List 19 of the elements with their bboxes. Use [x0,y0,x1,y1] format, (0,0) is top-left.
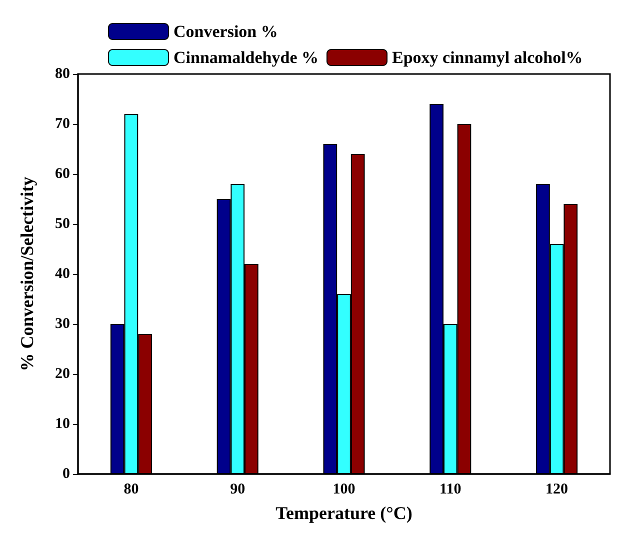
legend-label: Epoxy cinnamyl alcohol% [392,48,583,67]
x-tick-label: 110 [440,482,462,498]
y-tick-label: 40 [55,266,70,282]
y-axis-title: % Conversion/Selectivity [17,176,37,372]
legend-label: Conversion % [174,22,278,41]
x-axis-title: Temperature (°C) [276,503,412,523]
legend-label: Cinnamaldehyde % [174,48,318,67]
y-tick-label: 80 [55,66,70,82]
x-tick-label: 80 [124,482,139,498]
x-tick-label: 100 [332,482,356,498]
y-tick-label: 0 [62,466,70,482]
x-tick-label: 90 [230,482,246,498]
y-tick-label: 70 [55,116,70,132]
y-tick-label: 30 [55,316,70,332]
x-tick-label: 120 [546,482,568,498]
y-tick-label: 60 [55,166,70,182]
y-tick-label: 50 [55,216,70,232]
y-tick-label: 10 [55,416,70,432]
y-tick-label: 20 [55,366,70,382]
